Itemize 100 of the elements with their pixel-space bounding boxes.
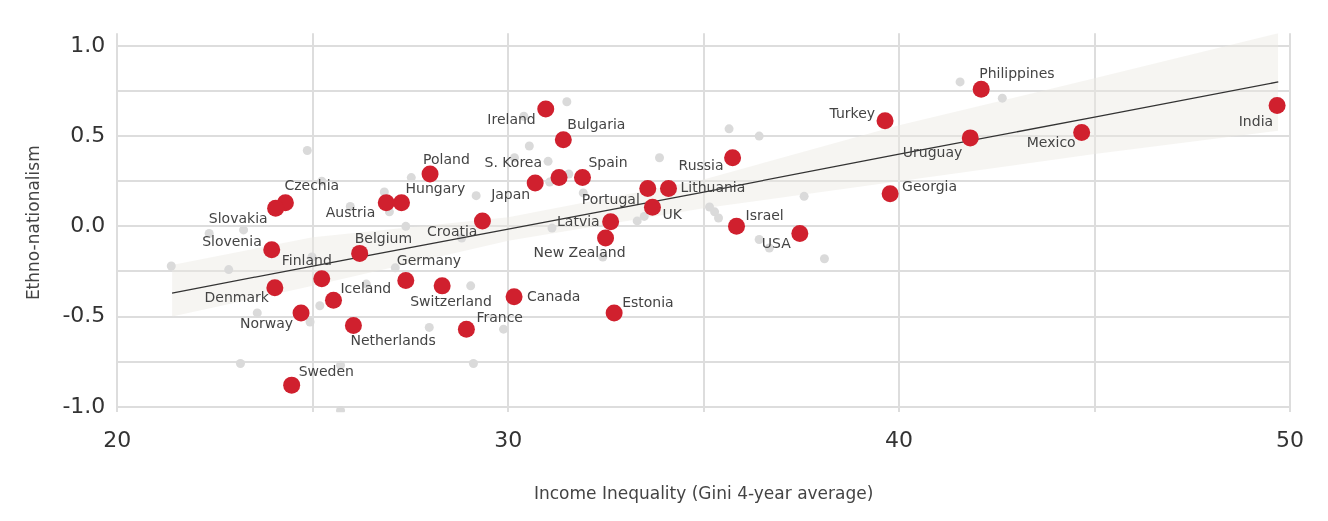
annotation: Israel xyxy=(745,206,784,223)
point xyxy=(292,304,310,322)
annotation: Czechia xyxy=(284,177,340,194)
annotation: UK xyxy=(662,206,683,222)
point xyxy=(754,131,764,141)
point xyxy=(324,291,342,309)
point xyxy=(224,265,234,275)
x-axis-title: Income Inequality (Gini 4-year average) xyxy=(533,483,874,504)
point xyxy=(724,124,734,134)
point xyxy=(632,216,642,226)
point xyxy=(643,198,661,216)
point xyxy=(468,358,478,368)
point xyxy=(659,179,677,197)
point xyxy=(1268,96,1286,114)
annotation: S. Korea xyxy=(484,154,543,171)
point xyxy=(537,100,555,118)
point xyxy=(550,169,568,187)
point xyxy=(997,93,1007,103)
y-tick-label: 0.0 xyxy=(70,212,106,238)
annotation: Portugal xyxy=(581,191,640,208)
point xyxy=(597,229,615,247)
annotation: Poland xyxy=(423,150,470,167)
y-axis-title: Ethno-nationalism xyxy=(22,145,43,301)
annotation: Philippines xyxy=(979,64,1055,81)
x-tick-label: 40 xyxy=(885,427,914,453)
point xyxy=(166,261,176,271)
annotation: Slovakia xyxy=(208,209,268,226)
point xyxy=(421,165,439,183)
annotation: Hungary xyxy=(405,180,466,197)
point xyxy=(524,141,534,151)
annotation: New Zealand xyxy=(533,243,626,260)
point xyxy=(302,146,312,156)
point xyxy=(267,199,285,217)
annotation: Netherlands xyxy=(350,332,436,349)
annotation: Japan xyxy=(490,185,531,202)
annotation: Russia xyxy=(678,157,724,174)
point xyxy=(554,131,572,149)
point xyxy=(351,244,369,262)
point xyxy=(562,97,572,107)
annotation: Latvia xyxy=(557,213,600,230)
point xyxy=(401,221,411,231)
annotation: Germany xyxy=(396,252,462,269)
point xyxy=(710,207,720,217)
point xyxy=(305,317,315,327)
annotation: Georgia xyxy=(902,178,958,195)
annotation: Switzerland xyxy=(410,292,492,309)
point xyxy=(547,223,557,233)
point xyxy=(471,191,481,201)
point xyxy=(728,217,745,235)
annotation: Turkey xyxy=(828,105,876,122)
point xyxy=(313,270,331,288)
annotation: Iceland xyxy=(340,279,392,296)
annotation: USA xyxy=(761,235,792,252)
point xyxy=(724,149,742,167)
annotation: Finland xyxy=(281,252,332,269)
point xyxy=(457,320,475,338)
point xyxy=(466,281,476,291)
point xyxy=(235,358,245,368)
point xyxy=(393,194,411,212)
annotation: Estonia xyxy=(622,293,674,310)
annotation: Uruguay xyxy=(902,143,963,160)
point xyxy=(881,185,899,203)
point xyxy=(573,169,591,187)
point xyxy=(315,301,325,311)
annotation: Bulgaria xyxy=(567,116,626,133)
y-tick-label: 1.0 xyxy=(70,31,106,57)
point xyxy=(972,80,990,98)
point xyxy=(602,213,620,231)
point xyxy=(799,191,809,201)
point xyxy=(961,129,979,147)
annotation: Slovenia xyxy=(202,233,262,250)
annotation: Canada xyxy=(527,288,581,305)
annotation: Belgium xyxy=(354,230,413,247)
point xyxy=(505,288,523,306)
x-tick-label: 20 xyxy=(103,427,132,453)
point xyxy=(791,225,809,243)
point xyxy=(819,254,829,264)
annotation: Norway xyxy=(239,314,294,331)
x-tick-label: 50 xyxy=(1276,427,1304,453)
point xyxy=(344,317,362,335)
point xyxy=(639,211,649,221)
point xyxy=(433,277,451,295)
point xyxy=(955,77,965,87)
point xyxy=(639,179,657,197)
y-tick-label: -0.5 xyxy=(62,302,106,328)
y-tick-label: 0.5 xyxy=(70,121,106,147)
annotation: Croatia xyxy=(427,222,478,239)
point xyxy=(424,322,434,332)
point xyxy=(654,153,664,163)
annotation: Sweden xyxy=(298,362,354,379)
point xyxy=(605,304,623,322)
annotation: Denmark xyxy=(204,289,270,306)
annotation: Ireland xyxy=(487,110,536,127)
point xyxy=(397,271,415,289)
x-tick-label: 30 xyxy=(494,427,523,453)
annotation: Austria xyxy=(325,204,376,221)
annotation: India xyxy=(1238,113,1274,130)
annotation: Spain xyxy=(588,154,628,171)
y-tick-label: -1.0 xyxy=(62,392,106,418)
annotation: Mexico xyxy=(1026,134,1076,151)
